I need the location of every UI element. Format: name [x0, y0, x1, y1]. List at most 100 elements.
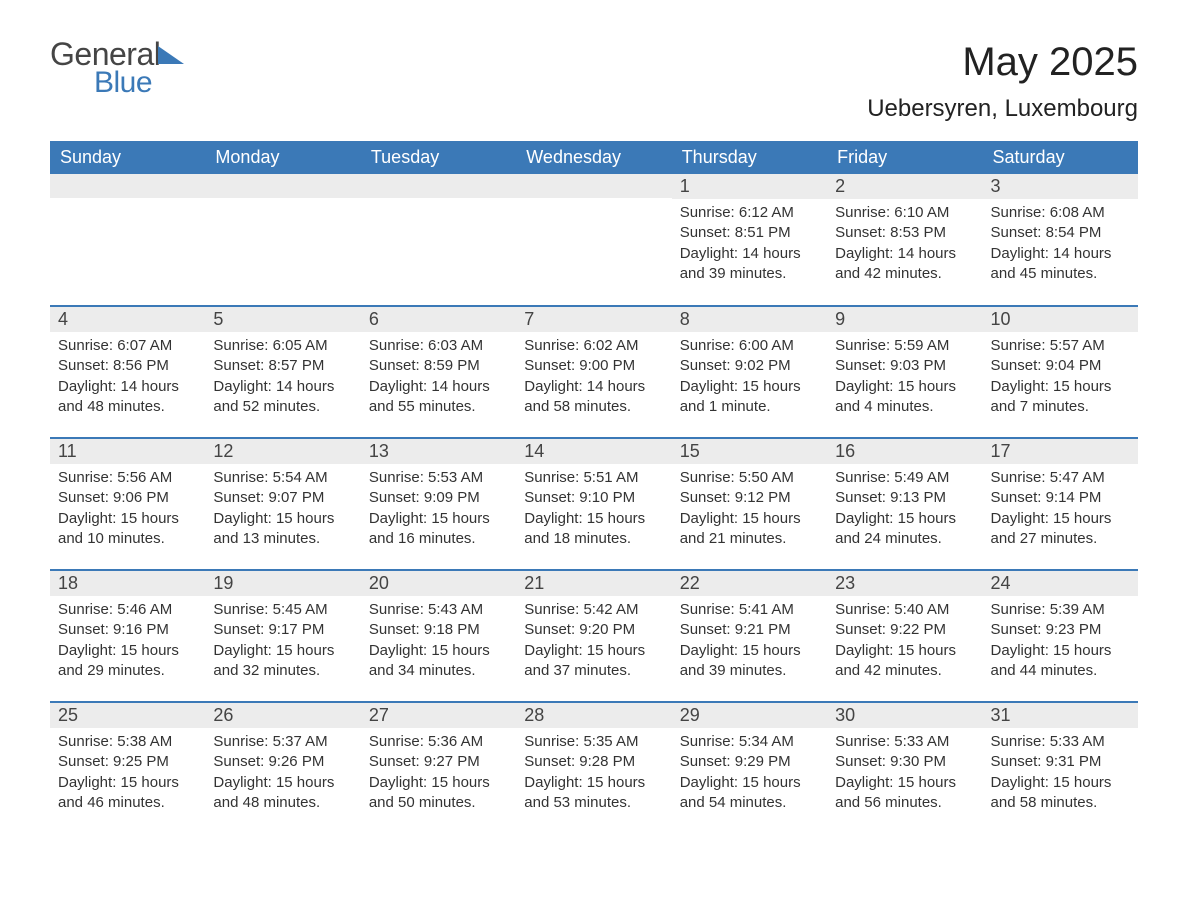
day-number: 14 — [516, 439, 671, 464]
calendar-week: 18Sunrise: 5:46 AMSunset: 9:16 PMDayligh… — [50, 570, 1138, 702]
logo-text-general: General — [50, 40, 160, 69]
day-number: 10 — [983, 307, 1138, 332]
day-details: Sunrise: 5:59 AMSunset: 9:03 PMDaylight:… — [827, 332, 982, 417]
sunrise-text: Sunrise: 5:40 AM — [835, 600, 974, 620]
sunset-text: Sunset: 9:00 PM — [524, 356, 663, 376]
sunrise-text: Sunrise: 5:57 AM — [991, 336, 1130, 356]
page-title: May 2025 — [867, 40, 1138, 85]
sunrise-text: Sunrise: 5:33 AM — [991, 732, 1130, 752]
day-details: Sunrise: 5:36 AMSunset: 9:27 PMDaylight:… — [361, 728, 516, 813]
day-details: Sunrise: 5:53 AMSunset: 9:09 PMDaylight:… — [361, 464, 516, 549]
daylight-text: Daylight: 15 hours and 39 minutes. — [680, 641, 819, 682]
sunset-text: Sunset: 9:26 PM — [213, 752, 352, 772]
col-thursday: Thursday — [672, 141, 827, 174]
day-details: Sunrise: 5:33 AMSunset: 9:31 PMDaylight:… — [983, 728, 1138, 813]
day-number: 7 — [516, 307, 671, 332]
calendar-cell: 25Sunrise: 5:38 AMSunset: 9:25 PMDayligh… — [50, 702, 205, 834]
calendar-cell: 11Sunrise: 5:56 AMSunset: 9:06 PMDayligh… — [50, 438, 205, 570]
calendar-cell: 7Sunrise: 6:02 AMSunset: 9:00 PMDaylight… — [516, 306, 671, 438]
day-details: Sunrise: 5:40 AMSunset: 9:22 PMDaylight:… — [827, 596, 982, 681]
day-details: Sunrise: 5:49 AMSunset: 9:13 PMDaylight:… — [827, 464, 982, 549]
day-details: Sunrise: 6:08 AMSunset: 8:54 PMDaylight:… — [983, 199, 1138, 284]
sunset-text: Sunset: 8:53 PM — [835, 223, 974, 243]
daylight-text: Daylight: 15 hours and 4 minutes. — [835, 377, 974, 418]
calendar-cell: 23Sunrise: 5:40 AMSunset: 9:22 PMDayligh… — [827, 570, 982, 702]
day-number: 11 — [50, 439, 205, 464]
calendar-cell: 20Sunrise: 5:43 AMSunset: 9:18 PMDayligh… — [361, 570, 516, 702]
day-number: 6 — [361, 307, 516, 332]
day-details: Sunrise: 5:39 AMSunset: 9:23 PMDaylight:… — [983, 596, 1138, 681]
calendar-cell: 29Sunrise: 5:34 AMSunset: 9:29 PMDayligh… — [672, 702, 827, 834]
day-number: 1 — [672, 174, 827, 199]
day-number: 25 — [50, 703, 205, 728]
logo-text-blue: Blue — [94, 69, 184, 96]
day-number: 23 — [827, 571, 982, 596]
calendar-cell: 21Sunrise: 5:42 AMSunset: 9:20 PMDayligh… — [516, 570, 671, 702]
day-details: Sunrise: 5:54 AMSunset: 9:07 PMDaylight:… — [205, 464, 360, 549]
sunrise-text: Sunrise: 5:41 AM — [680, 600, 819, 620]
calendar-cell: 5Sunrise: 6:05 AMSunset: 8:57 PMDaylight… — [205, 306, 360, 438]
logo-triangle-icon — [158, 46, 184, 64]
daylight-text: Daylight: 15 hours and 7 minutes. — [991, 377, 1130, 418]
daylight-text: Daylight: 15 hours and 1 minute. — [680, 377, 819, 418]
day-details: Sunrise: 5:41 AMSunset: 9:21 PMDaylight:… — [672, 596, 827, 681]
daylight-text: Daylight: 15 hours and 18 minutes. — [524, 509, 663, 550]
col-tuesday: Tuesday — [361, 141, 516, 174]
day-number: 9 — [827, 307, 982, 332]
calendar-cell — [50, 174, 205, 306]
sunset-text: Sunset: 9:17 PM — [213, 620, 352, 640]
sunrise-text: Sunrise: 5:42 AM — [524, 600, 663, 620]
sunrise-text: Sunrise: 5:59 AM — [835, 336, 974, 356]
daylight-text: Daylight: 15 hours and 27 minutes. — [991, 509, 1130, 550]
day-number: 17 — [983, 439, 1138, 464]
day-details: Sunrise: 5:42 AMSunset: 9:20 PMDaylight:… — [516, 596, 671, 681]
sunrise-text: Sunrise: 5:46 AM — [58, 600, 197, 620]
calendar-cell: 13Sunrise: 5:53 AMSunset: 9:09 PMDayligh… — [361, 438, 516, 570]
day-details: Sunrise: 6:12 AMSunset: 8:51 PMDaylight:… — [672, 199, 827, 284]
sunset-text: Sunset: 9:02 PM — [680, 356, 819, 376]
day-number: 2 — [827, 174, 982, 199]
calendar-cell: 24Sunrise: 5:39 AMSunset: 9:23 PMDayligh… — [983, 570, 1138, 702]
day-details: Sunrise: 5:35 AMSunset: 9:28 PMDaylight:… — [516, 728, 671, 813]
daylight-text: Daylight: 15 hours and 10 minutes. — [58, 509, 197, 550]
calendar-cell: 3Sunrise: 6:08 AMSunset: 8:54 PMDaylight… — [983, 174, 1138, 306]
day-number: 20 — [361, 571, 516, 596]
sunrise-text: Sunrise: 6:10 AM — [835, 203, 974, 223]
sunrise-text: Sunrise: 5:36 AM — [369, 732, 508, 752]
day-number: 27 — [361, 703, 516, 728]
sunrise-text: Sunrise: 5:34 AM — [680, 732, 819, 752]
daylight-text: Daylight: 15 hours and 48 minutes. — [213, 773, 352, 814]
day-details: Sunrise: 5:51 AMSunset: 9:10 PMDaylight:… — [516, 464, 671, 549]
sunrise-text: Sunrise: 6:12 AM — [680, 203, 819, 223]
sunrise-text: Sunrise: 5:37 AM — [213, 732, 352, 752]
daylight-text: Daylight: 15 hours and 42 minutes. — [835, 641, 974, 682]
sunset-text: Sunset: 8:59 PM — [369, 356, 508, 376]
col-wednesday: Wednesday — [516, 141, 671, 174]
header: General Blue May 2025 Uebersyren, Luxemb… — [50, 40, 1138, 123]
day-number: 5 — [205, 307, 360, 332]
sunrise-text: Sunrise: 6:02 AM — [524, 336, 663, 356]
day-details: Sunrise: 5:50 AMSunset: 9:12 PMDaylight:… — [672, 464, 827, 549]
day-number: 26 — [205, 703, 360, 728]
daylight-text: Daylight: 15 hours and 53 minutes. — [524, 773, 663, 814]
calendar-cell: 1Sunrise: 6:12 AMSunset: 8:51 PMDaylight… — [672, 174, 827, 306]
sunset-text: Sunset: 9:10 PM — [524, 488, 663, 508]
calendar-week: 4Sunrise: 6:07 AMSunset: 8:56 PMDaylight… — [50, 306, 1138, 438]
sunrise-text: Sunrise: 5:43 AM — [369, 600, 508, 620]
calendar-cell: 4Sunrise: 6:07 AMSunset: 8:56 PMDaylight… — [50, 306, 205, 438]
weekday-header-row: Sunday Monday Tuesday Wednesday Thursday… — [50, 141, 1138, 174]
calendar-cell — [205, 174, 360, 306]
day-details: Sunrise: 5:38 AMSunset: 9:25 PMDaylight:… — [50, 728, 205, 813]
daylight-text: Daylight: 14 hours and 48 minutes. — [58, 377, 197, 418]
sunrise-text: Sunrise: 5:35 AM — [524, 732, 663, 752]
day-number: 28 — [516, 703, 671, 728]
daylight-text: Daylight: 14 hours and 45 minutes. — [991, 244, 1130, 285]
daylight-text: Daylight: 15 hours and 56 minutes. — [835, 773, 974, 814]
sunset-text: Sunset: 9:31 PM — [991, 752, 1130, 772]
calendar-cell: 2 Sunrise: 6:10 AMSunset: 8:53 PMDaylight… — [827, 174, 982, 306]
title-block: May 2025 Uebersyren, Luxembourg — [867, 40, 1138, 123]
daylight-text: Daylight: 14 hours and 42 minutes. — [835, 244, 974, 285]
day-details: Sunrise: 6:05 AMSunset: 8:57 PMDaylight:… — [205, 332, 360, 417]
day-details: Sunrise: 5:37 AMSunset: 9:26 PMDaylight:… — [205, 728, 360, 813]
col-monday: Monday — [205, 141, 360, 174]
